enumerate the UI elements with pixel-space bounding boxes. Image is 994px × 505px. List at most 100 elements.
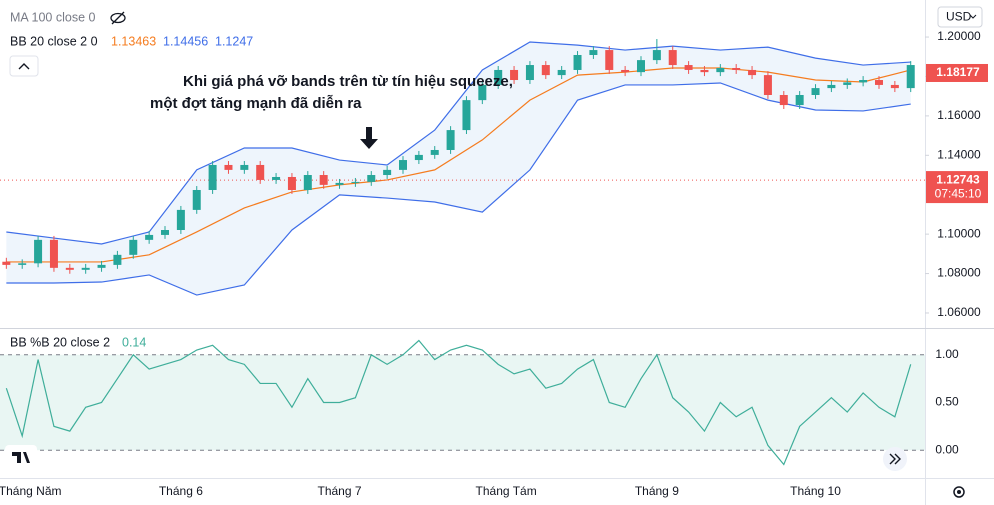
candle-body [49,239,58,268]
candle-body [541,65,550,76]
candle-body [890,84,899,89]
candle-body [145,234,154,240]
band-middle [6,67,911,263]
candle-body [256,164,265,180]
ma-legend: MA 100 close 0 [10,10,96,24]
pb-legend: BB %B 20 close 2 [10,335,110,349]
candle-body [367,175,376,182]
candle-body [906,65,915,89]
candle-body [874,80,883,85]
candle-body [272,176,281,180]
arrow-icon [360,127,378,149]
candle-body [287,176,296,190]
candle-body [668,50,677,66]
y-tick-label: 1.16000 [937,108,981,122]
candle-body [779,94,788,106]
candle-body [748,69,757,76]
candle-body [399,160,408,170]
y2-tick-label: 0.00 [935,442,959,456]
candle-body [446,130,455,150]
candle-body [525,65,534,81]
candle-body [795,94,804,106]
y-tick-label: 1.06000 [937,305,981,319]
candle-body [684,65,693,70]
candle-body [383,169,392,176]
band-lower [6,82,911,296]
candle-body [2,261,11,265]
candle-body [716,67,725,73]
settings-icon[interactable] [953,486,965,498]
currency: USD [946,10,972,24]
y-tick-label: 1.08000 [937,266,981,280]
y-tick-label: 1.10000 [937,226,981,240]
eye-icon[interactable] [110,11,126,25]
candle-body [161,230,170,235]
x-tick-label: Tháng 6 [159,484,203,498]
last-price-tag [926,63,988,82]
x-tick-label: Tháng Năm [0,484,61,498]
percent-b-line [5,339,912,466]
candle-body [811,88,820,95]
candle-body [557,69,566,76]
candle-body [462,100,471,131]
candle-body [351,181,360,183]
candle-body [414,154,423,161]
y2-tick-label: 1.00 [935,347,959,361]
candle-body [621,69,630,73]
candle-body [113,254,122,265]
candle-body [827,84,836,89]
pb-value: 0.14 [122,335,146,349]
candle-body [34,239,43,264]
candle-body [605,50,614,70]
scroll-button[interactable] [883,447,907,471]
candle-body [732,67,741,70]
candle-body [192,189,201,210]
candle-body [65,267,74,270]
tv-logo[interactable] [5,445,37,471]
candle-body [319,175,328,185]
pb-band-fill [0,354,925,451]
candle-body [700,69,709,73]
candle-body [636,60,645,73]
band-fill [6,41,911,296]
candle-body [97,264,106,268]
candle-body [494,69,503,85]
candle-body [589,50,598,55]
candle-body [303,175,312,190]
plot [0,39,925,466]
candle-body [478,84,487,101]
candle-body [81,267,90,270]
y-tick-label: 1.14000 [937,147,981,161]
band-upper [6,41,911,245]
candle-body [843,82,852,85]
candle-body [18,263,27,265]
candle-body [430,149,439,155]
candle-body [335,182,344,185]
candle-body [652,50,661,61]
candle-body [763,75,772,95]
bb-lower-value: 1.1247 [215,34,253,48]
candle-body [224,164,233,170]
x-tick-label: Tháng 7 [318,484,362,498]
annotation-line: Khi giá phá vỡ bands trên từ tín hiệu sq… [183,73,513,90]
candle-body [129,239,138,255]
currency-button[interactable]: USD [937,6,983,28]
bb-upper-value: 1.14456 [163,34,208,48]
marker-price-tag [926,171,988,204]
x-tick-label: Tháng 10 [790,484,841,498]
y2-tick-label: 0.50 [935,395,959,409]
candle-body [240,164,249,170]
bb-legend: BB 20 close 2 0 [10,34,98,48]
x-tick-label: Tháng 9 [635,484,679,498]
marker-price-label: 1.12743 [936,172,980,186]
countdown: 07:45:10 [935,186,982,200]
candle-body [208,164,217,190]
candle-body [573,54,582,70]
annotation-line: một đợt tăng mạnh đã diễn ra [150,95,362,112]
candle-body [510,69,519,81]
bb-middle-value: 1.13463 [111,34,156,48]
y-tick-label: 1.20000 [937,29,981,43]
collapse-button[interactable] [9,55,39,77]
